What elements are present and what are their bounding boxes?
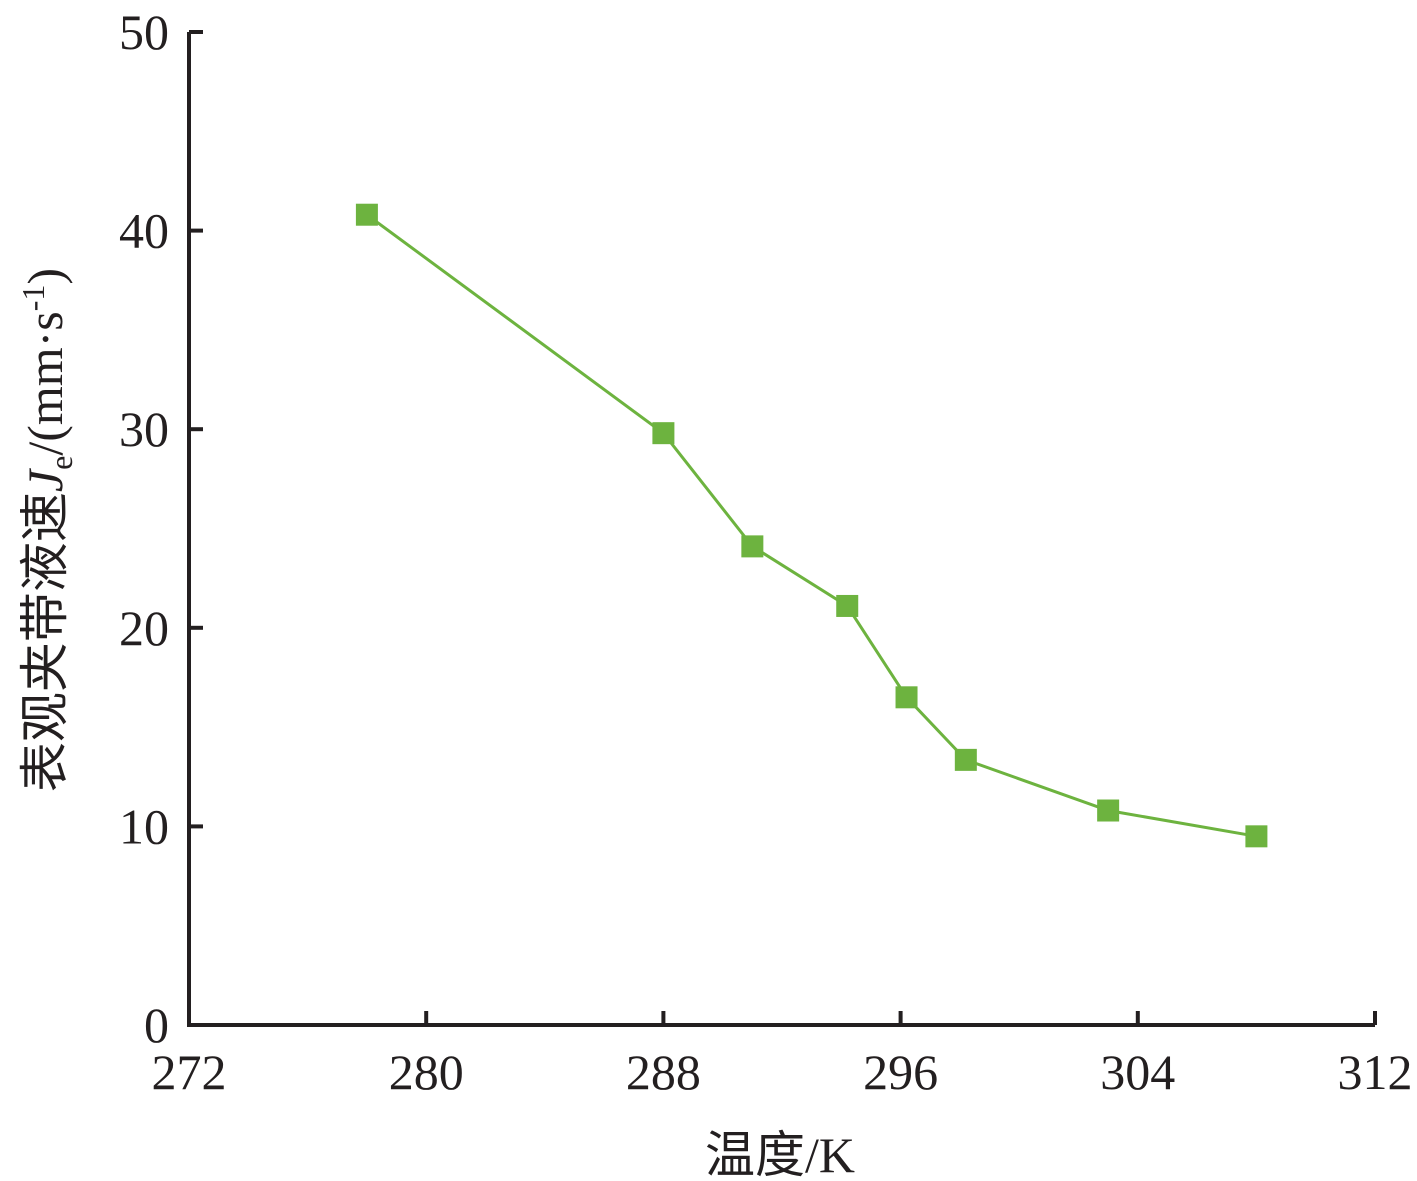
y-tick-label: 20 <box>119 600 169 656</box>
y-axis-label-part: /(mm·s <box>17 311 73 455</box>
y-axis-label-part: e <box>43 456 79 470</box>
y-tick-label: 0 <box>144 997 169 1053</box>
x-tick-label: 312 <box>1338 1044 1413 1100</box>
x-tick-label: 304 <box>1100 1044 1175 1100</box>
y-tick-label: 40 <box>119 203 169 259</box>
marker <box>836 594 859 617</box>
marker <box>1097 799 1120 822</box>
x-tick-label: 280 <box>389 1044 464 1100</box>
y-tick-label: 50 <box>119 4 169 60</box>
y-axis-label-part: 表观夹带液速 <box>17 492 73 792</box>
marker <box>954 748 977 771</box>
x-tick-label: 296 <box>863 1044 938 1100</box>
marker <box>895 686 918 709</box>
axis <box>187 32 1375 1027</box>
y-axis-label-part: -1 <box>15 285 51 312</box>
y-tick-label: 30 <box>119 401 169 457</box>
marker <box>741 535 764 558</box>
y-axis-label-part: ) <box>17 268 73 285</box>
series-line <box>366 213 1257 838</box>
y-axis-label-part: J <box>17 467 73 492</box>
marker <box>652 422 675 445</box>
x-axis-label: 温度/K <box>705 1127 855 1181</box>
marker <box>355 203 378 226</box>
x-tick-label: 288 <box>626 1044 701 1100</box>
marker <box>1245 825 1268 848</box>
y-tick-label: 10 <box>119 798 169 854</box>
y-axis-label: 表观夹带液速Je/(mm·s-1) <box>15 268 79 792</box>
x-tick-label: 272 <box>152 1044 227 1100</box>
